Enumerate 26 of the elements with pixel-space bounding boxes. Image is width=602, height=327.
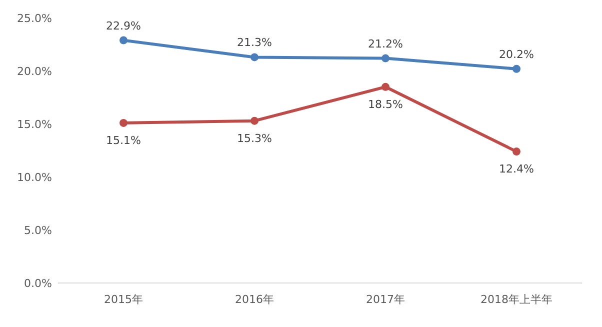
- y-tick-label: 15.0%: [17, 118, 52, 131]
- data-label: 21.2%: [368, 37, 403, 50]
- data-label: 20.2%: [499, 48, 534, 61]
- y-tick-label: 5.0%: [24, 224, 52, 237]
- data-label: 18.5%: [368, 98, 403, 111]
- point: [120, 36, 128, 44]
- point: [382, 82, 390, 91]
- y-tick-label: 10.0%: [17, 171, 52, 184]
- data-label: 12.4%: [499, 162, 534, 176]
- data-label: 22.9%: [106, 19, 141, 32]
- y-tick-label: 20.0%: [17, 65, 52, 78]
- data-label: 15.1%: [106, 134, 141, 147]
- point: [512, 148, 520, 156]
- y-tick-label: 0.0%: [24, 277, 52, 290]
- point: [250, 116, 258, 125]
- x-tick-label: 2018年上半年: [480, 293, 552, 306]
- point: [120, 118, 128, 127]
- data-label: 21.3%: [237, 36, 272, 50]
- x-tick-label: 2016年: [235, 293, 274, 306]
- point: [250, 53, 258, 62]
- x-tick-label: 2015年: [104, 293, 143, 306]
- x-tick-label: 2017年: [366, 293, 405, 306]
- point: [382, 54, 390, 62]
- y-tick-label: 25.0%: [17, 12, 52, 25]
- point: [512, 64, 520, 73]
- data-label: 15.3%: [237, 132, 272, 145]
